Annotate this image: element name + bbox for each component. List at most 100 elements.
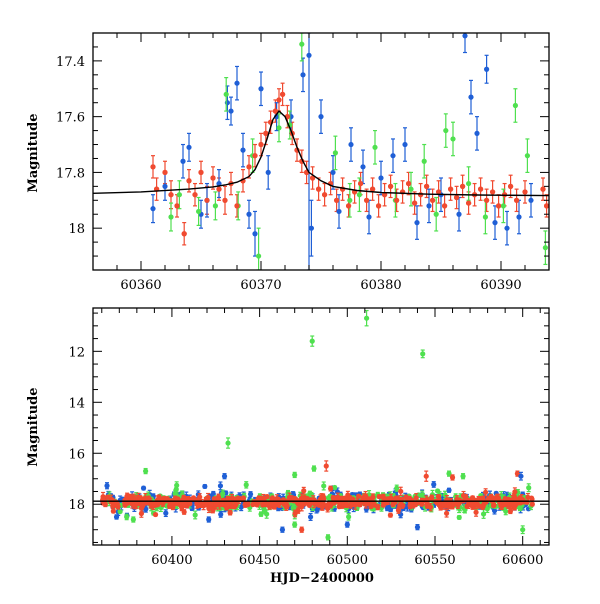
data-point-green bbox=[258, 511, 264, 517]
data-point-red bbox=[174, 203, 180, 209]
data-point-red bbox=[226, 501, 232, 507]
data-point-green bbox=[526, 485, 532, 491]
data-point-red bbox=[320, 501, 326, 507]
data-point-red bbox=[480, 495, 486, 501]
data-point-red bbox=[210, 175, 216, 181]
outlier-point-blue bbox=[279, 527, 286, 533]
data-point-green bbox=[408, 186, 414, 192]
y-axis-label-bottom: Magnitude bbox=[26, 387, 41, 466]
data-point-green bbox=[450, 136, 456, 142]
outlier-point-blue bbox=[221, 473, 228, 479]
data-point-red bbox=[424, 183, 430, 189]
data-point-red bbox=[208, 502, 214, 508]
bottom-plot-area bbox=[93, 309, 549, 541]
outlier-point-blue bbox=[206, 516, 212, 523]
data-point-red bbox=[246, 164, 252, 170]
outlier-point-green bbox=[446, 471, 452, 477]
data-point-blue bbox=[150, 206, 156, 212]
data-point-red bbox=[400, 502, 406, 509]
data-point-red bbox=[316, 502, 322, 508]
data-point-red bbox=[454, 194, 460, 201]
data-point-green bbox=[421, 158, 427, 164]
data-point-blue bbox=[360, 164, 366, 170]
data-point-red bbox=[235, 496, 241, 502]
data-point-green bbox=[176, 192, 182, 198]
data-point-red bbox=[394, 197, 400, 203]
data-point-red bbox=[280, 91, 286, 97]
data-point-green bbox=[372, 144, 378, 150]
data-point-blue bbox=[330, 169, 336, 176]
data-point-red bbox=[418, 192, 424, 198]
outlier-point-red bbox=[423, 473, 429, 479]
data-point-red bbox=[442, 203, 448, 209]
data-point-red bbox=[496, 203, 502, 209]
data-point-red bbox=[110, 508, 116, 514]
data-point-red bbox=[508, 183, 514, 189]
data-point-red bbox=[376, 493, 382, 500]
data-point-red bbox=[460, 493, 467, 499]
data-point-blue bbox=[492, 220, 498, 226]
data-point-blue bbox=[180, 158, 186, 164]
data-point-red bbox=[309, 499, 316, 505]
data-point-red bbox=[390, 502, 396, 508]
data-point-red bbox=[395, 507, 402, 513]
data-point-red bbox=[394, 495, 401, 501]
data-point-red bbox=[346, 203, 352, 209]
data-point-red bbox=[346, 495, 352, 502]
data-point-green bbox=[192, 512, 198, 518]
data-point-green bbox=[325, 495, 332, 501]
data-point-blue bbox=[140, 485, 147, 491]
data-point-red bbox=[490, 189, 496, 195]
data-point-blue bbox=[265, 169, 271, 176]
data-point-blue bbox=[162, 183, 168, 189]
outlier-point-blue bbox=[518, 473, 524, 479]
data-point-green bbox=[196, 208, 202, 215]
data-point-blue bbox=[336, 208, 342, 215]
data-point-blue bbox=[246, 211, 252, 217]
data-point-green bbox=[347, 197, 353, 203]
data-point-blue bbox=[308, 225, 314, 231]
bottom-panel: 60400 60450 60500 60550 60600 12 14 16 18 bbox=[68, 307, 550, 568]
data-point-red bbox=[522, 189, 528, 195]
data-point-green bbox=[433, 211, 439, 217]
data-point-red bbox=[168, 192, 174, 198]
data-point-red bbox=[292, 510, 298, 517]
data-point-red bbox=[364, 197, 370, 203]
data-point-green bbox=[276, 125, 282, 131]
data-point-red bbox=[475, 502, 481, 508]
data-point-red bbox=[152, 511, 159, 518]
plot-frame bbox=[92, 307, 550, 546]
data-point-red bbox=[334, 197, 340, 203]
data-point-red bbox=[132, 496, 138, 502]
top-plot-area bbox=[93, 33, 549, 270]
outlier-point-blue bbox=[414, 524, 421, 530]
x-tick-label: 60500 bbox=[327, 553, 368, 568]
data-point-blue bbox=[504, 225, 510, 231]
data-point-red bbox=[187, 500, 193, 507]
data-point-red bbox=[375, 504, 381, 510]
data-point-green bbox=[542, 245, 549, 251]
data-point-blue bbox=[318, 114, 324, 120]
data-point-blue bbox=[240, 147, 246, 153]
data-point-red bbox=[358, 180, 364, 187]
x-tick-label: 60550 bbox=[414, 553, 455, 568]
y-tick-label: 18 bbox=[68, 222, 85, 237]
data-point-red bbox=[156, 495, 162, 501]
data-point-green bbox=[524, 153, 531, 159]
data-point-red bbox=[481, 500, 487, 507]
data-point-blue bbox=[216, 180, 222, 187]
data-point-green bbox=[480, 511, 487, 517]
data-point-red bbox=[304, 495, 310, 502]
data-point-red bbox=[484, 197, 490, 203]
data-point-red bbox=[446, 503, 452, 509]
data-point-red bbox=[272, 108, 278, 114]
data-point-red bbox=[524, 499, 530, 505]
data-point-blue bbox=[384, 505, 390, 511]
data-point-green bbox=[223, 91, 229, 97]
data-point-red bbox=[162, 169, 168, 176]
data-point-blue bbox=[247, 491, 254, 497]
data-point-red bbox=[468, 502, 474, 508]
data-point-red bbox=[430, 197, 436, 203]
data-point-red bbox=[388, 183, 394, 189]
data-point-red bbox=[370, 186, 376, 192]
